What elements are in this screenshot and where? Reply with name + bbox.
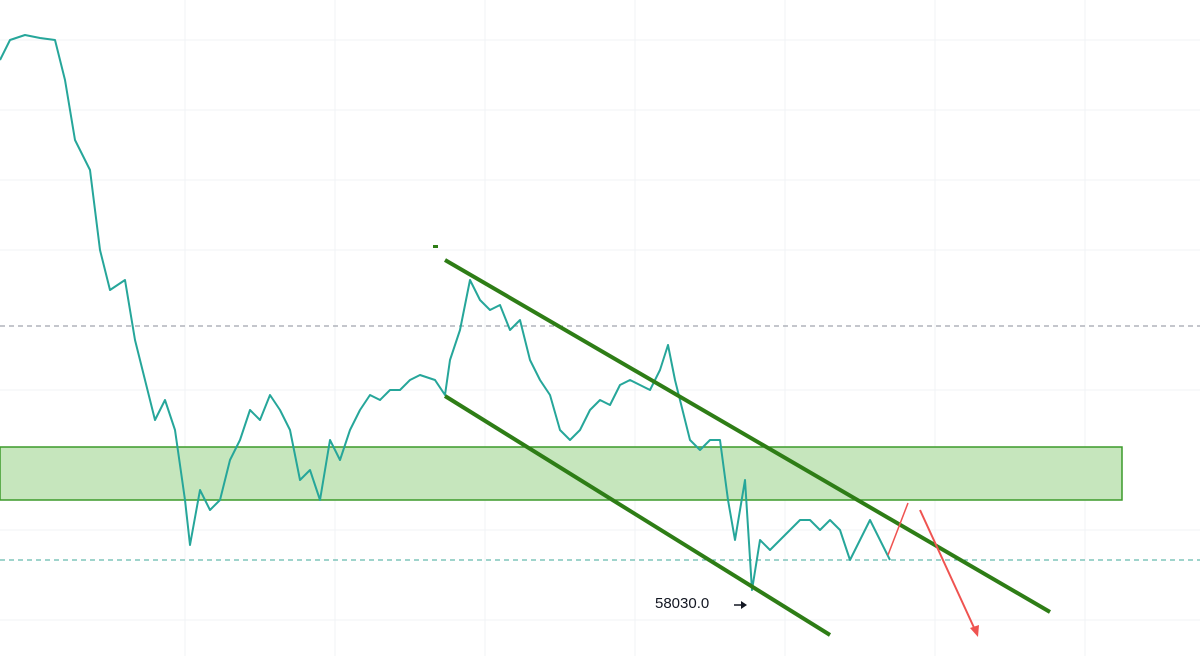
price-label: 58030.0: [655, 595, 709, 612]
marker: [433, 245, 438, 248]
label-arrow-head: [741, 601, 747, 609]
price-line: [0, 34, 891, 591]
support-zone: [0, 446, 1123, 501]
projection-up: [887, 502, 909, 556]
channel-upper: [443, 258, 1052, 614]
channel-lower: [443, 394, 832, 637]
arrow-head: [970, 625, 979, 637]
projection-down: [919, 509, 977, 633]
